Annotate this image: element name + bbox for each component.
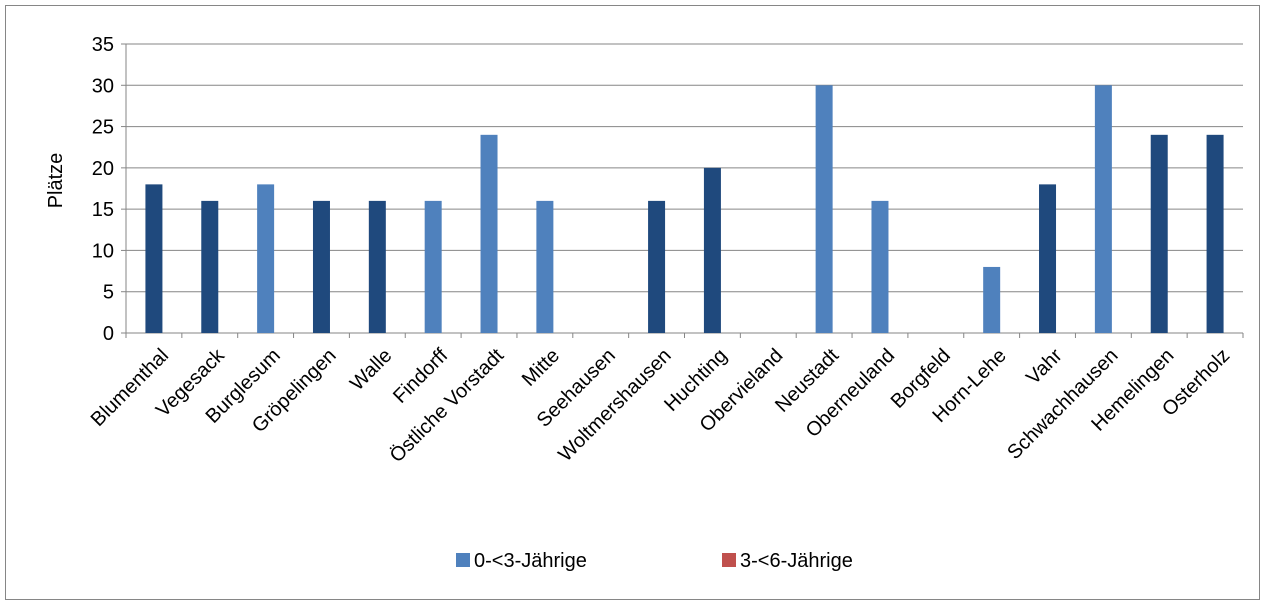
y-tick-label: 20 (92, 158, 114, 180)
y-tick-label: 25 (92, 117, 114, 139)
bar (1094, 85, 1112, 334)
bar (1039, 184, 1057, 333)
y-tick-label: 35 (92, 34, 114, 56)
x-tick-label: Mitte (518, 345, 564, 391)
bar (871, 200, 889, 333)
bar (1150, 134, 1168, 333)
bar (480, 134, 498, 333)
bar (368, 200, 386, 333)
x-tick-label: Walle (346, 345, 396, 395)
bar (815, 85, 833, 334)
bar (257, 184, 275, 333)
grid-layer (121, 43, 1244, 338)
y-tick-label: 30 (92, 75, 114, 97)
legend-label: 3-<6-Jährige (740, 550, 853, 572)
y-axis-label: Plätze (45, 153, 67, 209)
y-tick-label: 10 (92, 240, 114, 262)
legend: 0-<3-Jährige 3-<6-Jährige (456, 550, 853, 572)
bar (312, 200, 330, 333)
legend-label: 0-<3-Jährige (474, 550, 587, 572)
y-tick-label: 15 (92, 199, 114, 221)
bar (703, 167, 721, 333)
bar (1206, 134, 1224, 333)
legend-swatch (722, 553, 736, 567)
y-tick-label: 0 (103, 323, 114, 345)
x-tick-label: Vahr (1022, 344, 1067, 389)
bar (145, 184, 163, 333)
bar (648, 200, 666, 333)
legend-swatch (456, 553, 470, 567)
x-tick-label: Blumenthal (87, 345, 173, 431)
bar-layer (145, 85, 1224, 334)
bar (536, 200, 554, 333)
bar (424, 200, 442, 333)
bar (983, 266, 1001, 333)
y-tick-label: 5 (103, 282, 114, 304)
bar (201, 200, 219, 333)
y-tick-layer: 0 5 10 15 20 25 30 35 (92, 34, 114, 345)
